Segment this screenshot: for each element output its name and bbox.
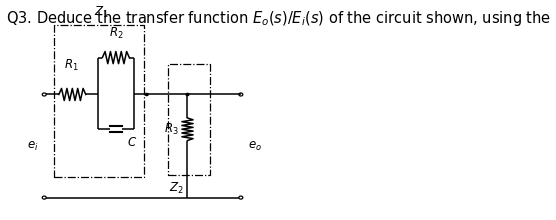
Text: $C$: $C$ (127, 136, 137, 149)
Bar (168, 64, 210, 175)
Text: $e_o$: $e_o$ (248, 139, 262, 153)
Text: $Z_1$: $Z_1$ (95, 4, 109, 20)
Text: $R_3$: $R_3$ (165, 122, 179, 137)
Circle shape (145, 94, 148, 95)
Text: $R_2$: $R_2$ (108, 26, 123, 41)
Circle shape (186, 94, 189, 95)
Text: $R_1$: $R_1$ (63, 58, 78, 73)
Text: Q3. Deduce the transfer function $E_o(s)/E_i(s)$ of the circuit shown, using the: Q3. Deduce the transfer function $E_o(s)… (6, 9, 556, 28)
Bar (54, 25, 144, 177)
Text: $e_i$: $e_i$ (27, 139, 38, 153)
Text: $Z_2$: $Z_2$ (169, 181, 184, 196)
